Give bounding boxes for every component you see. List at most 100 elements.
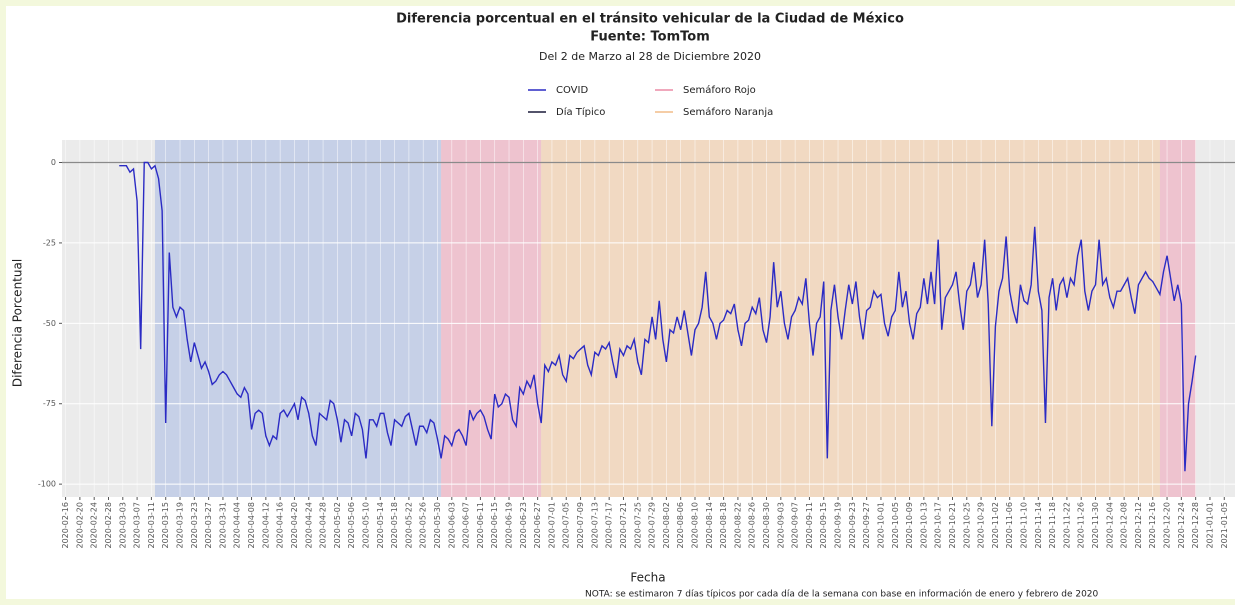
- x-tick-label: 2020-02-16: [61, 502, 70, 549]
- x-tick-label: 2020-03-03: [118, 502, 127, 549]
- note: NOTA: se estimaron 7 días típicos por ca…: [585, 589, 1099, 600]
- x-axis-label: Fecha: [630, 571, 665, 585]
- series-line: [119, 161, 1197, 472]
- x-tick-label: 2020-03-07: [133, 502, 142, 549]
- x-tick-label: 2020-03-31: [218, 502, 227, 549]
- x-tick-label: 2020-09-03: [776, 502, 785, 549]
- x-tick-label: 2020-03-11: [147, 502, 156, 549]
- x-tick-label: 2020-08-26: [748, 502, 757, 549]
- x-tick-label: 2020-12-28: [1191, 502, 1200, 549]
- legend-label: Día Típico: [556, 106, 605, 118]
- chart-title: Diferencia porcentual en el tránsito veh…: [396, 12, 904, 27]
- x-tick-label: 2020-06-27: [533, 502, 542, 549]
- x-tick-label: 2020-12-04: [1105, 502, 1114, 549]
- y-axis-label: Diferencia Porcentual: [11, 259, 25, 387]
- x-tick-label: 2020-10-21: [948, 502, 957, 549]
- y-tick-label: -50: [43, 319, 56, 328]
- x-tick-label: 2020-10-09: [905, 502, 914, 549]
- x-tick-label: 2020-07-17: [605, 502, 614, 549]
- x-tick-label: 2020-04-16: [276, 502, 285, 549]
- x-tick-label: 2020-08-14: [705, 502, 714, 549]
- x-tick-label: 2020-07-25: [633, 502, 642, 549]
- x-tick-label: 2020-07-13: [590, 502, 599, 549]
- x-tick-label: 2020-05-02: [333, 502, 342, 549]
- x-tick-label: 2020-10-05: [891, 502, 900, 549]
- x-tick-label: 2020-06-19: [505, 502, 514, 548]
- x-tick-label: 2020-08-18: [719, 502, 728, 549]
- x-tick-label: 2020-11-02: [991, 502, 1000, 549]
- x-tick-label: 2020-07-29: [648, 502, 657, 549]
- region: [1159, 140, 1196, 497]
- x-tick-label: 2020-06-07: [462, 502, 471, 549]
- x-tick-label: 2020-08-02: [662, 502, 671, 549]
- x-tick-label: 2020-10-29: [977, 502, 986, 549]
- x-tick-label: 2020-04-08: [247, 502, 256, 549]
- x-tick-label: 2020-10-13: [919, 502, 928, 549]
- x-tick-label: 2020-09-19: [834, 502, 843, 549]
- x-tick-label: 2020-05-06: [347, 502, 356, 549]
- chart-subtitle: Fuente: TomTom: [590, 30, 710, 45]
- x-tick-label: 2021-01-05: [1220, 502, 1229, 549]
- x-tick-label: 2020-03-15: [161, 502, 170, 549]
- chart-caption: Del 2 de Marzo al 28 de Diciembre 2020: [539, 50, 761, 63]
- x-tick-label: 2020-08-06: [676, 502, 685, 549]
- x-tick-label: 2020-05-10: [361, 502, 370, 549]
- x-tick-label: 2020-02-24: [90, 502, 99, 549]
- region: [441, 140, 542, 497]
- x-tick-label: 2020-04-20: [290, 502, 299, 549]
- x-tick-label: 2020-11-30: [1091, 502, 1100, 549]
- x-tick-label: 2020-12-16: [1148, 502, 1157, 549]
- x-tick-label: 2020-09-27: [862, 502, 871, 549]
- x-tick-label: 2020-07-05: [562, 502, 571, 549]
- shaded-span: [154, 140, 442, 497]
- legend-label: Semáforo Rojo: [683, 84, 756, 96]
- x-tick-label: 2020-11-26: [1077, 502, 1086, 549]
- x-tick-label: 2020-10-17: [934, 502, 943, 549]
- x-tick-label: 2020-04-24: [304, 502, 313, 549]
- x-tick-label: 2020-05-26: [419, 502, 428, 549]
- x-tick-label: 2020-08-30: [762, 502, 771, 549]
- y-tick-label: -25: [43, 238, 56, 247]
- x-tick-label: 2020-10-25: [962, 502, 971, 549]
- x-tick-label: 2020-12-12: [1134, 502, 1143, 549]
- x-tick-label: 2020-05-18: [390, 502, 399, 549]
- region: [541, 140, 1160, 497]
- x-tick-label: 2020-07-21: [619, 502, 628, 549]
- legend-label: COVID: [556, 85, 588, 96]
- x-tick-label: 2020-09-07: [791, 502, 800, 549]
- x-tick-label: 2020-07-01: [547, 502, 556, 549]
- x-tick-label: 2020-05-22: [404, 502, 413, 549]
- x-tick-label: 2021-01-01: [1205, 502, 1214, 549]
- y-tick-label: -75: [43, 399, 56, 408]
- x-tick-label: 2020-03-27: [204, 502, 213, 549]
- x-tick-label: 2020-09-23: [848, 502, 857, 549]
- x-tick-label: 2020-03-23: [190, 502, 199, 549]
- x-tick-label: 2020-06-03: [447, 502, 456, 549]
- x-tick-label: 2020-03-19: [176, 502, 185, 549]
- x-tick-label: 2020-11-18: [1048, 502, 1057, 549]
- y-tick-label: -100: [38, 480, 56, 489]
- x-tick-label: 2020-09-11: [805, 502, 814, 549]
- x-tick-label: 2020-04-12: [261, 502, 270, 549]
- x-tick-label: 2020-04-28: [319, 502, 328, 549]
- x-tick-label: 2020-04-04: [233, 502, 242, 549]
- x-tick-label: 2020-06-23: [519, 502, 528, 549]
- x-tick-label: 2020-02-28: [104, 502, 113, 549]
- x-tick-label: 2020-11-10: [1020, 502, 1029, 549]
- x-tick-label: 2020-08-10: [690, 502, 699, 549]
- x-tick-label: 2020-12-20: [1163, 502, 1172, 549]
- x-tick-label: 2020-10-01: [876, 502, 885, 549]
- x-tick-label: 2020-09-15: [819, 502, 828, 549]
- x-tick-label: 2020-12-08: [1120, 502, 1129, 549]
- x-tick-label: 2020-11-14: [1034, 502, 1043, 549]
- x-tick-label: 2020-05-14: [376, 502, 385, 549]
- legend-label: Semáforo Naranja: [683, 106, 773, 118]
- x-tick-label: 2020-11-06: [1005, 502, 1014, 549]
- x-tick-label: 2020-05-30: [433, 502, 442, 549]
- x-tick-label: 2020-11-22: [1062, 502, 1071, 549]
- x-tick-label: 2020-12-24: [1177, 502, 1186, 549]
- x-tick-label: 2020-08-22: [733, 502, 742, 549]
- y-tick-label: 0: [51, 158, 56, 167]
- x-tick-label: 2020-07-09: [576, 502, 585, 549]
- x-tick-label: 2020-06-11: [476, 502, 485, 548]
